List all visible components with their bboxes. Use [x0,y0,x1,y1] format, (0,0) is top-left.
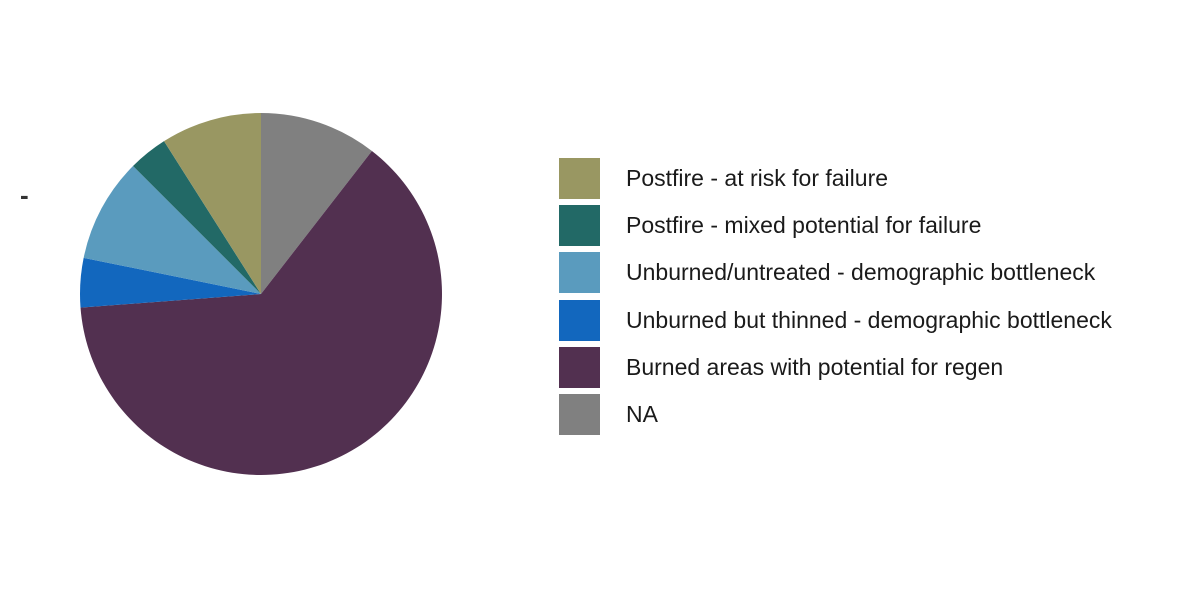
legend-swatch [559,205,600,247]
pie-slice [80,150,442,475]
legend-item: Unburned/untreated - demographic bottlen… [559,249,1112,296]
legend-label: Postfire - at risk for failure [626,165,889,192]
legend-label: Postfire - mixed potential for failure [626,212,982,239]
pie-slice [79,257,261,308]
legend-swatch [559,394,600,436]
legend-label: Unburned/untreated - demographic bottlen… [626,259,1096,286]
pie-slice [133,141,261,294]
legend-item: Postfire - at risk for failure [559,155,1112,202]
legend-label: Unburned but thinned - demographic bottl… [626,306,1112,333]
legend-label: NA [626,401,658,428]
legend-swatch [559,158,600,200]
legend-label: Burned areas with potential for regen [626,353,1004,380]
legend: Postfire - at risk for failure Postfire … [559,155,1112,438]
pie-slice [83,166,262,294]
legend-swatch [559,299,600,341]
legend-item: Burned areas with potential for regen [559,344,1112,391]
pie-slice [261,113,372,294]
axis-tick-label: - [20,180,29,210]
legend-swatch [559,346,600,388]
legend-item: Postfire - mixed potential for failure [559,202,1112,249]
pie-slice [164,113,261,294]
legend-swatch [559,252,600,294]
legend-item: NA [559,391,1112,438]
legend-item: Unburned but thinned - demographic bottl… [559,297,1112,344]
